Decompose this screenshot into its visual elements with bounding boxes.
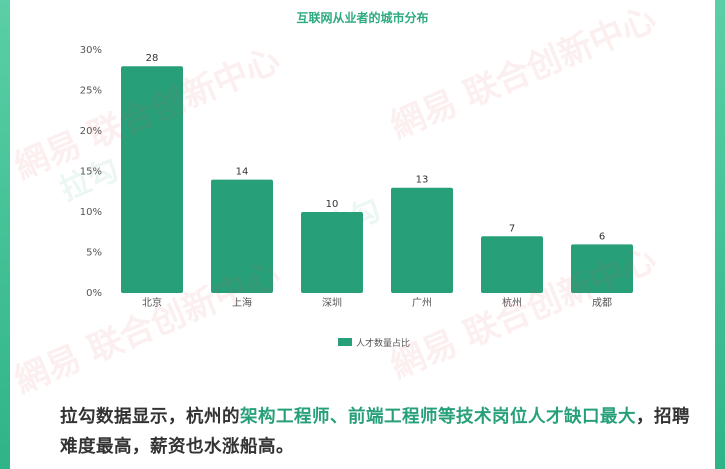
chart-title: 互联网从业者的城市分布 xyxy=(296,11,429,25)
y-tick-label: 30% xyxy=(80,45,102,56)
caption-text: 拉勾数据显示，杭州的架构工程师、前端工程师等技术岗位人才缺口最大，招聘难度最高，… xyxy=(60,402,700,462)
bar-3 xyxy=(301,212,363,293)
bar-4 xyxy=(391,187,453,293)
y-tick-label: 5% xyxy=(86,248,102,259)
y-tick-label: 20% xyxy=(80,126,102,137)
right-decor-stripe xyxy=(715,0,725,469)
x-tick-label: 北京 xyxy=(142,296,162,309)
y-tick-label: 15% xyxy=(80,167,102,178)
bar-data-label: 28 xyxy=(146,53,159,64)
bar-2 xyxy=(211,179,273,293)
bar-data-label: 10 xyxy=(326,199,339,210)
x-tick-label: 深圳 xyxy=(322,297,342,309)
bar-data-label: 13 xyxy=(416,175,429,186)
legend-swatch xyxy=(338,338,352,346)
bar-data-label: 6 xyxy=(599,231,605,242)
bar-data-label: 14 xyxy=(236,167,249,178)
legend-label: 人才数量占比 xyxy=(356,338,411,349)
bar-5 xyxy=(481,236,543,293)
caption-highlight: 架构工程师、前端工程师等技术岗位人才缺口最大 xyxy=(240,407,636,427)
caption-part1: 拉勾数据显示，杭州的 xyxy=(60,407,240,427)
bar-chart: 0% 5% 10% 15% 20% 25% 30% 28 北京 14 上海 10 深圳 13 广州 7 杭州 6 成… xyxy=(80,45,633,309)
bar-6 xyxy=(571,244,633,293)
caption-part2: ，招聘难度最高，薪资也水涨船高。 xyxy=(60,407,690,457)
x-tick-label: 上海 xyxy=(232,296,252,309)
y-tick-label: 10% xyxy=(80,207,102,218)
x-tick-label: 杭州 xyxy=(502,296,522,309)
y-tick-label: 25% xyxy=(80,86,102,97)
x-tick-label: 成都 xyxy=(592,297,612,309)
bar-data-label: 7 xyxy=(509,223,515,234)
chart-legend: 人才数量占比 xyxy=(338,335,410,349)
bar-1 xyxy=(121,66,183,293)
left-decor-stripe xyxy=(0,0,10,469)
y-tick-label: 0% xyxy=(86,288,102,299)
x-tick-label: 广州 xyxy=(412,297,432,309)
